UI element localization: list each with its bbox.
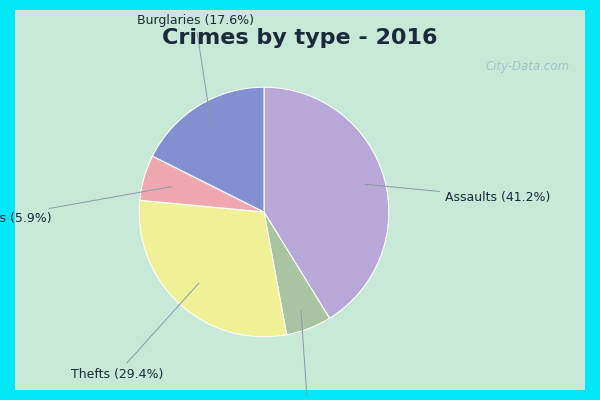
- Wedge shape: [152, 87, 264, 212]
- Wedge shape: [139, 200, 287, 337]
- Wedge shape: [140, 156, 264, 212]
- Text: Auto thefts (5.9%): Auto thefts (5.9%): [0, 187, 172, 225]
- Text: City-Data.com: City-Data.com: [486, 60, 570, 73]
- Text: Robberies (5.9%): Robberies (5.9%): [254, 310, 362, 400]
- Text: Burglaries (17.6%): Burglaries (17.6%): [137, 14, 254, 124]
- Wedge shape: [264, 212, 329, 335]
- Text: Thefts (29.4%): Thefts (29.4%): [71, 283, 199, 381]
- Text: Crimes by type - 2016: Crimes by type - 2016: [162, 28, 438, 48]
- Wedge shape: [264, 87, 389, 318]
- Text: Assaults (41.2%): Assaults (41.2%): [365, 184, 550, 204]
